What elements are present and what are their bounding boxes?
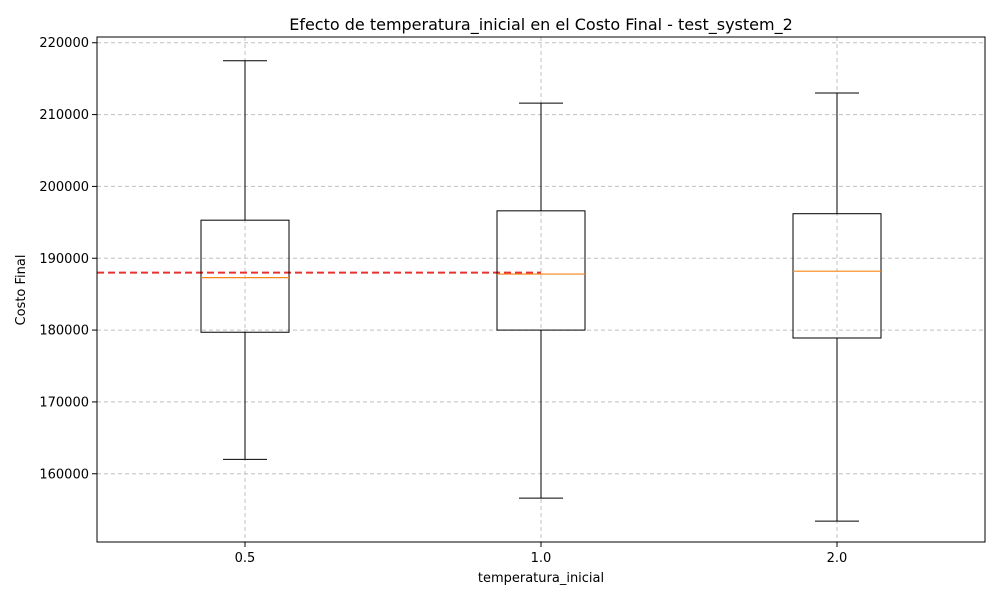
iqr-box (496, 210, 586, 331)
y-tick-label: 180000 (39, 324, 89, 339)
box-layer (200, 60, 882, 522)
iqr-box (200, 219, 290, 333)
box-0-5 (200, 60, 290, 460)
y-tick-label: 220000 (39, 36, 89, 51)
iqr-box (792, 213, 882, 339)
x-tick-label: 1.0 (531, 551, 552, 566)
box-1-0 (496, 102, 586, 499)
x-tick-label: 2.0 (827, 551, 848, 566)
y-tick-label: 160000 (39, 467, 89, 482)
y-tick-label: 170000 (39, 395, 89, 410)
y-tick-label: 210000 (39, 108, 89, 123)
x-axis-ticks: 0.5 1.0 2.0 (235, 542, 848, 566)
chart-title: Efecto de temperatura_inicial en el Cost… (289, 15, 793, 35)
y-axis-ticks: 160000 170000 180000 190000 200000 210000 2200… (39, 36, 97, 482)
x-axis-label: temperatura_inicial (478, 571, 604, 586)
y-axis-label: Costo Final (14, 255, 29, 326)
box-2-0 (792, 92, 882, 522)
y-tick-label: 190000 (39, 252, 89, 267)
x-tick-label: 0.5 (235, 551, 256, 566)
y-tick-label: 200000 (39, 180, 89, 195)
